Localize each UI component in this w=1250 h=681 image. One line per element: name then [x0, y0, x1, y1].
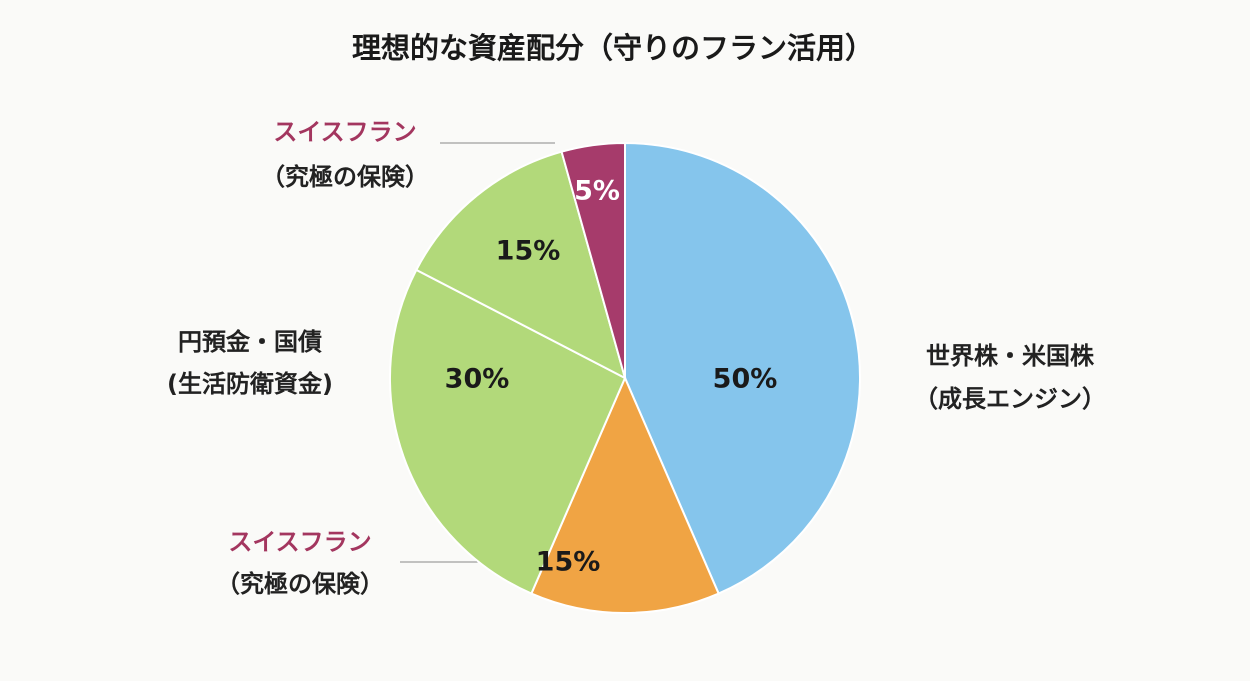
pie-slice — [389, 268, 627, 595]
category-sublabel: （究極の保険） — [216, 570, 384, 598]
category-label: 世界株・米国株 — [926, 342, 1095, 370]
value-label: 30% — [445, 364, 510, 395]
pie-slice — [530, 375, 720, 614]
category-label: スイスフラン — [228, 528, 371, 556]
category-sublabel: （成長エンジン） — [914, 385, 1106, 413]
value-label: 15% — [536, 547, 601, 578]
category-sublabel: （究極の保険） — [261, 163, 429, 191]
pie-slice — [414, 150, 627, 380]
chart-title: 理想的な資産配分（守りのフラン活用） — [352, 31, 874, 65]
value-label: 50% — [713, 364, 778, 395]
category-sublabel: (生活防衛資金) — [167, 370, 333, 398]
pie-slice — [624, 141, 861, 595]
pie-slice — [560, 141, 626, 379]
category-label: 円預金・国債 — [178, 328, 322, 356]
category-label: スイスフラン — [273, 118, 416, 146]
value-label: 15% — [496, 236, 561, 267]
value-label: 5% — [574, 176, 620, 207]
